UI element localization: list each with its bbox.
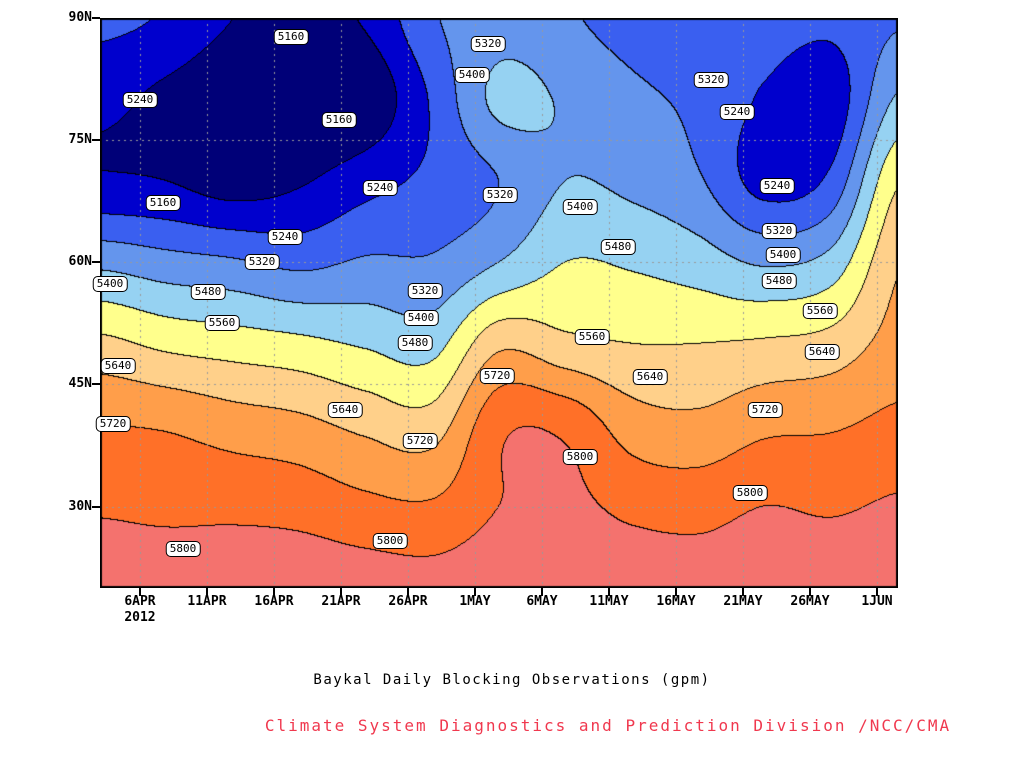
x-tick-label: 11APR — [187, 594, 227, 609]
x-tick-mark — [808, 588, 811, 596]
x-tick-label: 16APR — [254, 594, 294, 609]
y-tick-label: 75N — [68, 132, 92, 148]
y-tick-label: 30N — [68, 498, 92, 514]
x-tick-mark — [406, 588, 409, 596]
x-tick-mark — [138, 588, 141, 596]
y-tick-label: 90N — [68, 10, 92, 25]
contour-plot-canvas — [100, 18, 898, 588]
y-tick-mark — [92, 17, 100, 19]
x-tick-mark — [339, 588, 342, 596]
y-tick-mark — [92, 505, 100, 508]
x-tick-label: 1MAY — [459, 594, 491, 609]
x-tick-label: 21MAY — [723, 594, 763, 609]
y-tick-mark — [92, 139, 100, 142]
x-tick-label: 26APR — [388, 594, 428, 609]
x-axis-year-label: 2012 — [124, 610, 156, 625]
x-tick-label: 26MAY — [790, 594, 830, 609]
x-tick-mark — [741, 588, 744, 596]
x-tick-mark — [205, 588, 208, 596]
x-tick-mark — [607, 588, 610, 596]
x-tick-mark — [473, 588, 476, 596]
x-tick-mark — [272, 588, 275, 596]
y-tick-label: 45N — [68, 376, 92, 392]
x-tick-label: 21APR — [321, 594, 361, 609]
x-tick-label: 1JUN — [861, 594, 893, 609]
x-tick-mark — [674, 588, 677, 596]
x-tick-label: 6APR — [124, 594, 156, 609]
x-tick-label: 16MAY — [656, 594, 696, 609]
x-tick-mark — [875, 588, 878, 596]
chart-title: Baykal Daily Blocking Observations (gpm) — [313, 672, 711, 688]
x-tick-mark — [540, 588, 543, 596]
y-tick-label: 60N — [68, 254, 92, 270]
chart-footer: Climate System Diagnostics and Predictio… — [264, 716, 952, 735]
x-tick-label: 11MAY — [589, 594, 629, 609]
x-tick-label: 6MAY — [526, 594, 558, 609]
y-tick-mark — [92, 383, 100, 386]
y-tick-mark — [92, 261, 100, 264]
